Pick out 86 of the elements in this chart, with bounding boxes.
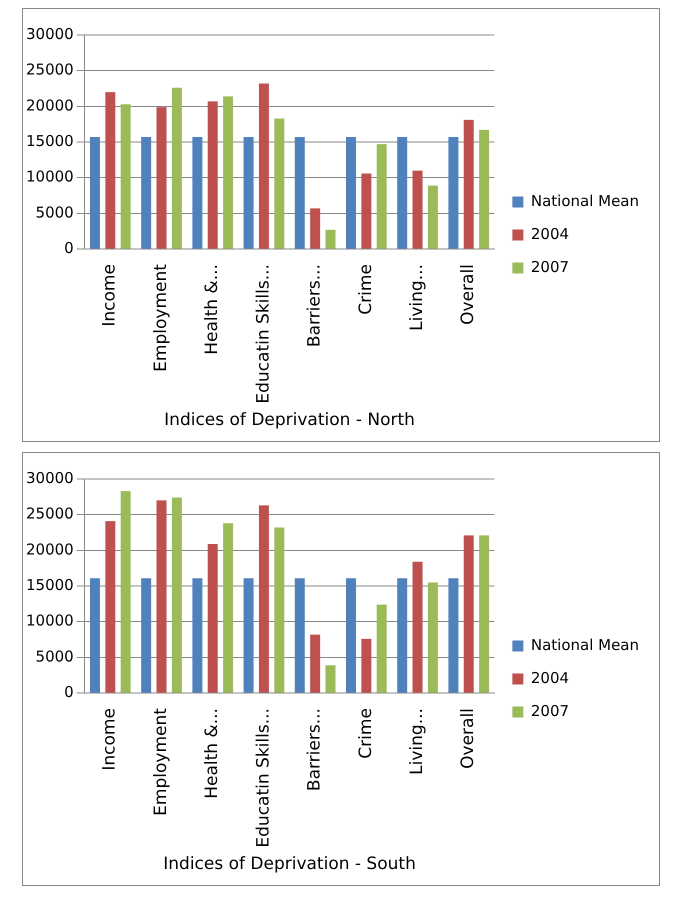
y-tick-label: 30000 <box>26 24 74 43</box>
bar <box>156 500 167 693</box>
bar <box>397 578 408 693</box>
x-tick-label: Living... <box>406 264 427 331</box>
bar <box>412 562 423 693</box>
bar <box>192 578 202 693</box>
bar <box>448 137 458 249</box>
bar <box>464 535 474 693</box>
legend-label: 2007 <box>530 702 570 720</box>
bar <box>361 638 372 693</box>
bar <box>90 578 100 693</box>
x-tick-label: Overall <box>458 264 478 325</box>
y-tick-label: 10000 <box>26 168 74 186</box>
y-tick-label: 20000 <box>26 540 74 558</box>
bar <box>346 137 356 249</box>
y-tick-label: 30000 <box>26 468 74 487</box>
bar <box>223 523 234 693</box>
x-tick-label: Educatin Skills... <box>253 264 274 404</box>
bar <box>428 582 438 693</box>
x-tick-label: Overall <box>458 708 478 769</box>
bar <box>105 92 116 249</box>
x-tick-label: Income <box>100 264 120 327</box>
bar <box>310 634 320 693</box>
bar <box>223 96 234 249</box>
bar <box>172 498 182 693</box>
x-tick-label: Crime <box>356 264 376 315</box>
bar <box>258 505 269 693</box>
bar <box>141 578 152 693</box>
x-tick-label: Employment <box>150 708 171 816</box>
bar <box>326 230 336 249</box>
bar <box>141 137 152 249</box>
x-tick-label: Income <box>100 708 120 771</box>
bar <box>448 578 458 693</box>
bar <box>244 578 254 693</box>
x-tick-label: Barriers... <box>304 264 325 348</box>
x-axis-title: Indices of Deprivation - South <box>163 854 416 874</box>
bar <box>120 104 131 249</box>
y-tick-label: 15000 <box>26 576 74 594</box>
y-tick-label: 15000 <box>26 132 74 150</box>
x-tick-label: Educatin Skills... <box>253 708 274 848</box>
x-tick-label: Barriers... <box>304 708 325 792</box>
x-tick-label: Living... <box>406 708 427 775</box>
legend-label: 2007 <box>530 258 570 276</box>
bar <box>397 137 408 249</box>
bar <box>479 535 490 693</box>
bar <box>172 88 182 249</box>
legend-label: National Mean <box>530 192 640 210</box>
x-axis-title: Indices of Deprivation - North <box>164 410 415 430</box>
bar <box>208 544 218 693</box>
x-tick-label: Health &... <box>202 264 222 355</box>
x-tick-label: Health &... <box>202 708 222 799</box>
bar <box>274 528 284 693</box>
y-tick-label: 0 <box>64 238 74 257</box>
y-tick-label: 10000 <box>26 612 74 630</box>
bar <box>376 604 387 693</box>
legend-label: 2004 <box>530 668 570 687</box>
y-tick-label: 5000 <box>36 647 74 666</box>
bar <box>244 137 254 249</box>
bar <box>376 144 387 249</box>
bar <box>274 118 284 249</box>
bar <box>428 186 438 249</box>
bar <box>156 107 167 249</box>
bar <box>479 130 490 249</box>
bar <box>258 84 269 249</box>
bar <box>90 137 100 249</box>
bar <box>412 170 423 249</box>
y-tick-label: 5000 <box>36 203 74 222</box>
bar <box>361 173 372 249</box>
bar <box>105 521 116 693</box>
y-tick-label: 25000 <box>26 504 74 523</box>
bar <box>120 491 131 693</box>
legend-label: National Mean <box>530 636 640 654</box>
y-tick-label: 25000 <box>26 60 74 79</box>
bar <box>208 101 218 249</box>
bar <box>464 120 474 249</box>
bar <box>192 137 202 249</box>
bar <box>326 665 336 693</box>
y-tick-label: 20000 <box>26 96 74 114</box>
y-tick-label: 0 <box>64 682 74 701</box>
bar <box>346 578 356 693</box>
legend-label: 2004 <box>530 224 570 243</box>
x-tick-label: Employment <box>150 264 171 372</box>
x-tick-label: Crime <box>356 708 376 759</box>
bar <box>310 208 320 249</box>
bar <box>294 578 305 693</box>
bar <box>294 137 305 249</box>
